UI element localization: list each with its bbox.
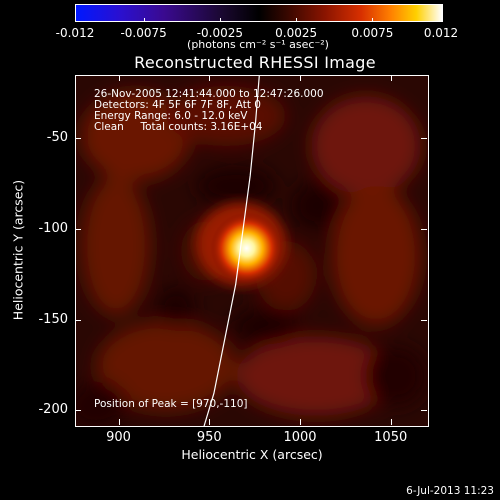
y-tick-label: -50 (46, 130, 68, 146)
peak-position-text: Position of Peak = [970,-110] (94, 398, 248, 410)
colorbar-tick (441, 18, 442, 22)
colorbar-tick-label: 0.0075 (351, 26, 394, 40)
x-tick-label: 1050 (374, 430, 408, 445)
colorbar (75, 4, 443, 22)
colorbar-tick (219, 18, 221, 22)
x-axis-label: Heliocentric X (arcsec) (181, 447, 323, 462)
timestamp: 6-Jul-2013 11:23 (406, 485, 494, 497)
colorbar-tick-label: -0.012 (55, 26, 95, 40)
colorbar-tick (143, 18, 145, 22)
x-tick-label: 900 (106, 430, 131, 445)
chart-title: Reconstructed RHESSI Image (134, 53, 376, 72)
colorbar-labels: -0.012 -0.0075 -0.0025 0.0025 0.0075 0.012 (0, 0, 500, 40)
x-tick-label: 1000 (283, 430, 317, 445)
colorbar-tick-label: -0.0075 (120, 26, 167, 40)
y-tick-label: -100 (38, 221, 68, 237)
heatmap-image (76, 76, 428, 426)
energy-range-text: Energy Range: 6.0 - 12.0 keV (94, 110, 248, 122)
y-tick-label: -150 (38, 311, 68, 327)
detectors-text: Detectors: 4F 5F 6F 7F 8F, Att 0 (94, 99, 261, 111)
y-axis-label: Heliocentric Y (arcsec) (10, 179, 26, 321)
x-tick-label: 950 (196, 430, 222, 445)
time-range-text: 26-Nov-2005 12:41:44.000 to 12:47:26.000 (94, 88, 324, 100)
colorbar-tick-label: 0.012 (423, 26, 459, 40)
colorbar-ticks (75, 4, 443, 22)
flare-source (210, 212, 283, 285)
solar-limb-line (203, 76, 260, 426)
y-tick-label: -200 (38, 402, 68, 418)
colorbar-units: (photons cm⁻² s⁻¹ asec⁻²) (187, 38, 329, 51)
clean-counts-text: Clean Total counts: 3.16E+04 (94, 121, 263, 133)
colorbar-tick-label: 0.0025 (275, 26, 318, 40)
colorbar-tick-label: -0.0025 (196, 26, 244, 40)
colorbar-tick (372, 18, 374, 22)
plot-area: 26-Nov-2005 12:41:44.000 to 12:47:26.000… (75, 75, 429, 427)
colorbar-tick (296, 18, 298, 22)
colorbar-tick (75, 18, 76, 22)
